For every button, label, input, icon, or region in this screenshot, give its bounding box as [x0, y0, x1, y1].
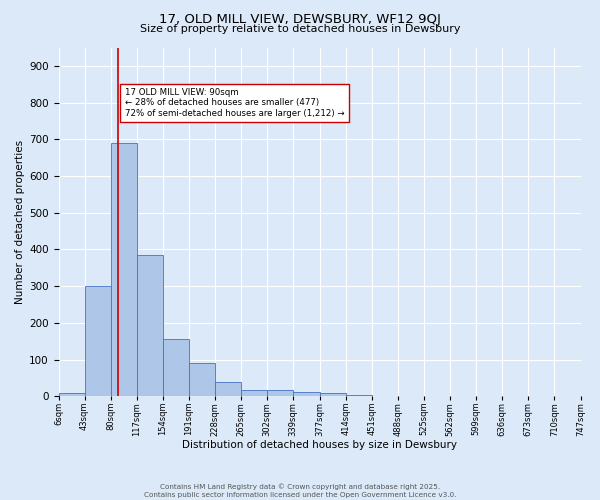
- Y-axis label: Number of detached properties: Number of detached properties: [15, 140, 25, 304]
- Bar: [137, 255, 163, 396]
- Bar: [293, 392, 320, 396]
- Bar: [241, 390, 267, 396]
- Bar: [59, 392, 85, 396]
- Text: Contains HM Land Registry data © Crown copyright and database right 2025.
Contai: Contains HM Land Registry data © Crown c…: [144, 484, 456, 498]
- Bar: [215, 382, 241, 396]
- Text: 17, OLD MILL VIEW, DEWSBURY, WF12 9QJ: 17, OLD MILL VIEW, DEWSBURY, WF12 9QJ: [159, 12, 441, 26]
- Text: Size of property relative to detached houses in Dewsbury: Size of property relative to detached ho…: [140, 24, 460, 34]
- Bar: [267, 390, 293, 396]
- Text: 17 OLD MILL VIEW: 90sqm
← 28% of detached houses are smaller (477)
72% of semi-d: 17 OLD MILL VIEW: 90sqm ← 28% of detache…: [125, 88, 344, 118]
- Bar: [163, 338, 189, 396]
- Bar: [189, 363, 215, 396]
- Bar: [85, 286, 110, 397]
- Bar: [346, 395, 372, 396]
- Bar: [320, 394, 346, 396]
- Bar: [110, 143, 137, 397]
- X-axis label: Distribution of detached houses by size in Dewsbury: Distribution of detached houses by size …: [182, 440, 457, 450]
